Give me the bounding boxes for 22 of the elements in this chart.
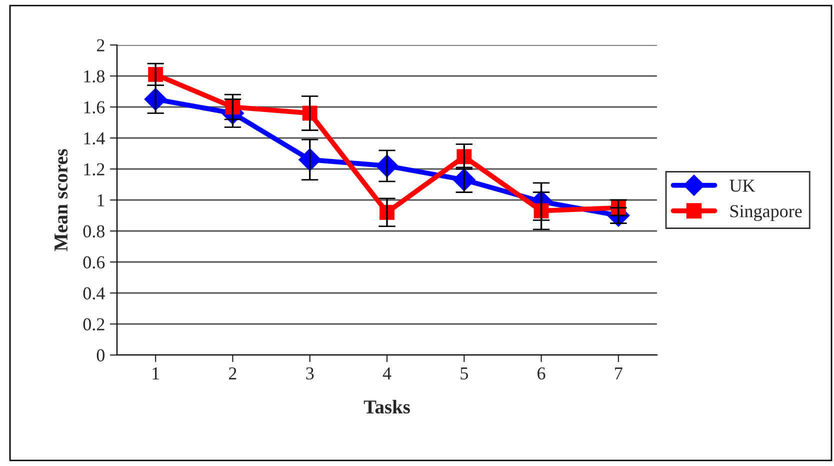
y-tick-label: 0.8	[83, 225, 105, 238]
x-tick-label: 7	[615, 368, 622, 380]
x-tick-label: 5	[460, 368, 468, 380]
y-tick-label: 1.6	[84, 101, 105, 114]
legend-label: UK	[730, 180, 756, 192]
x-tick-label: 6	[538, 367, 546, 380]
y-tick-label: 0	[96, 349, 105, 362]
y-tick-label: 1.2	[84, 163, 104, 176]
x-axis-title: Tasks	[364, 400, 410, 414]
legend-label: Singapore	[730, 205, 802, 222]
y-tick-label: 2	[96, 39, 104, 52]
x-tick-label: 2	[228, 367, 236, 380]
x-tick-label: 4	[382, 367, 392, 380]
x-tick-label: 3	[306, 367, 314, 380]
y-tick-label: 0.6	[83, 256, 105, 269]
y-tick-label: 0.4	[83, 287, 105, 300]
y-axis-title: Mean scores	[54, 149, 68, 252]
y-tick-label: 1.4	[84, 132, 105, 145]
y-tick-label: 0.2	[83, 318, 104, 331]
y-tick-label: 1.8	[84, 70, 105, 83]
y-tick-label: 1	[98, 194, 104, 206]
x-tick-label: 1	[152, 367, 159, 380]
